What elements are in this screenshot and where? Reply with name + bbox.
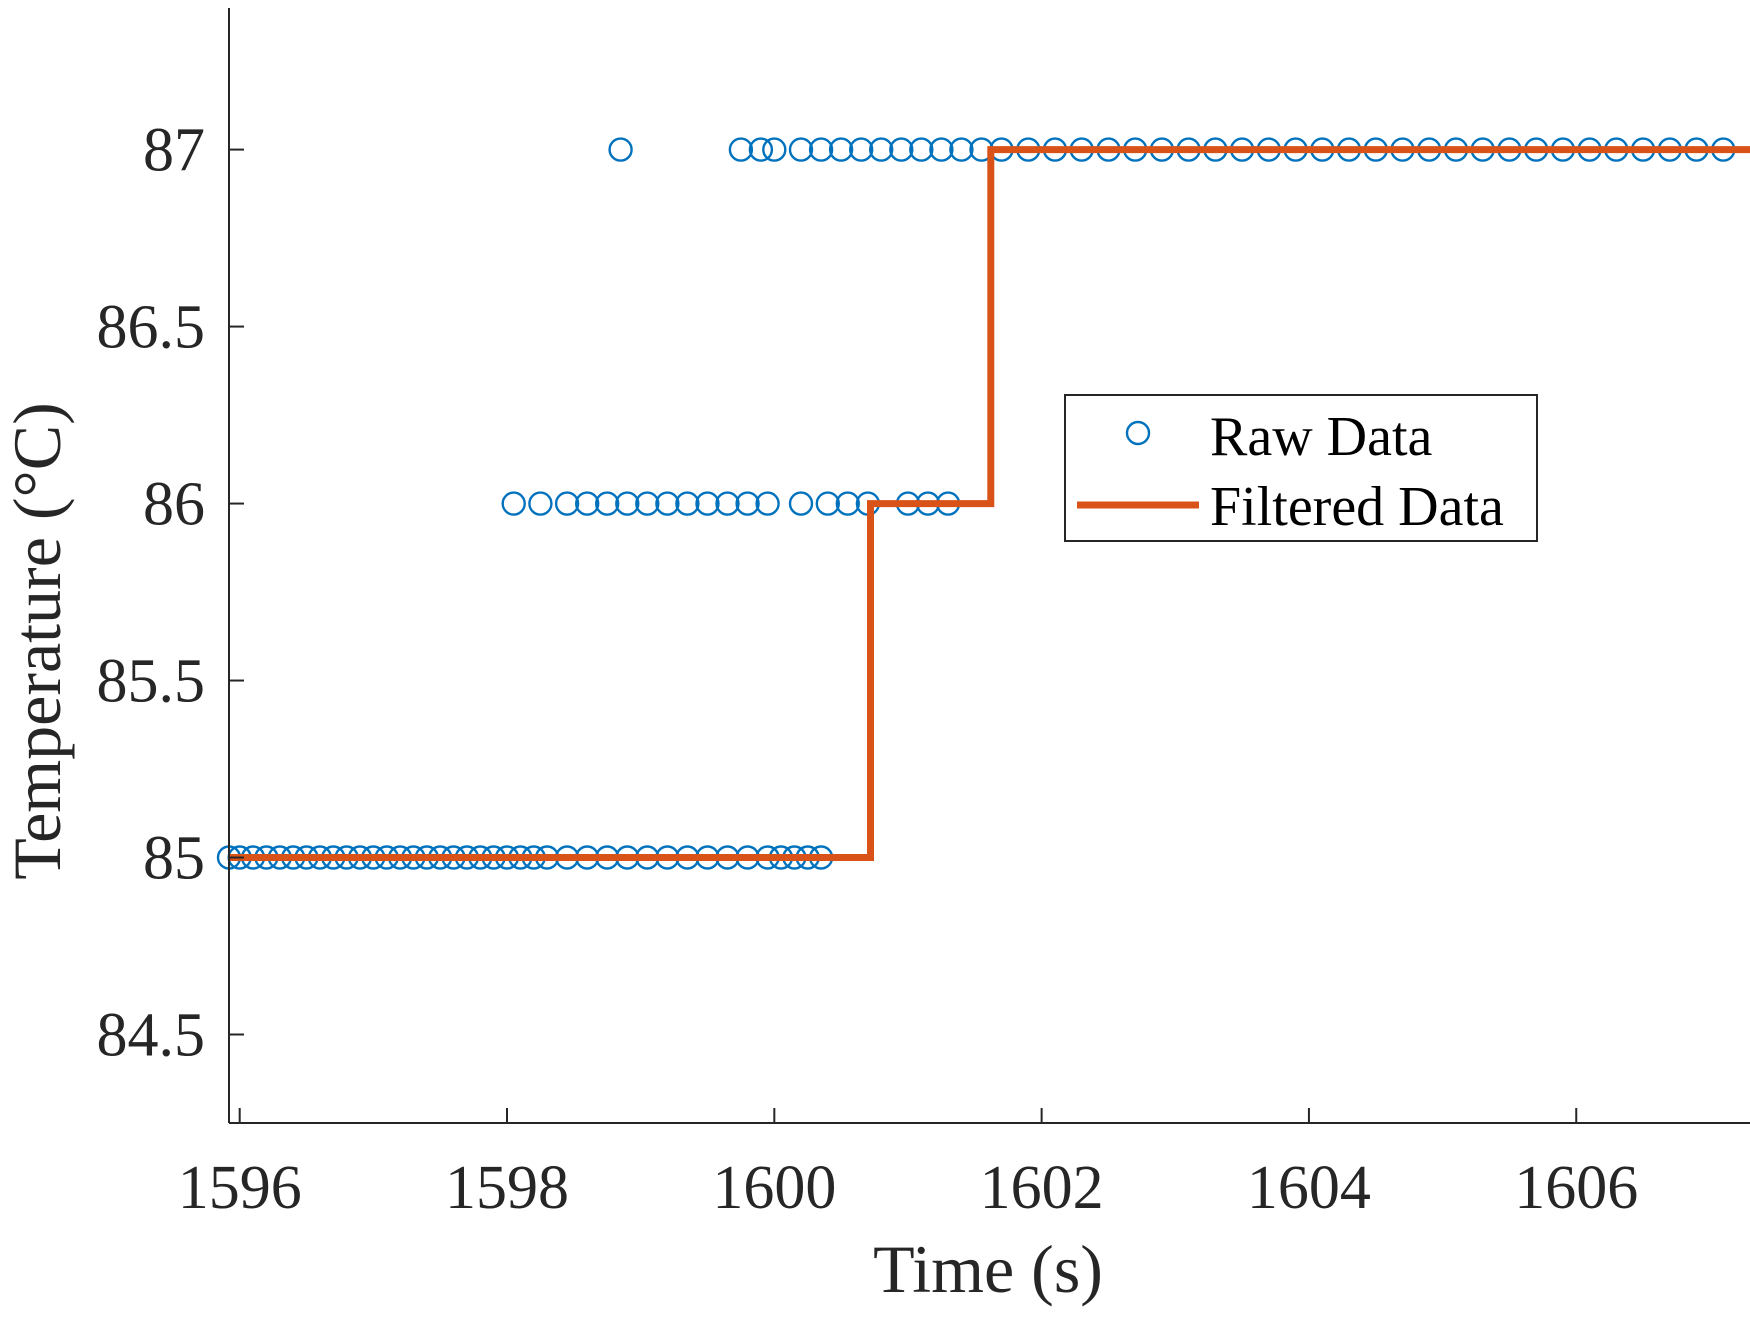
y-tick-label-1: 85 xyxy=(143,825,205,893)
raw-data-point-46 xyxy=(635,491,660,516)
legend: Raw Data Filtered Data xyxy=(1064,394,1538,542)
raw-data-point-65 xyxy=(808,137,834,162)
raw-data-point-50 xyxy=(715,491,740,516)
raw-data-point-68 xyxy=(869,137,894,162)
x-tick-label-0: 1596 xyxy=(178,1154,302,1222)
plot-marks xyxy=(216,137,1750,870)
legend-label-raw-data: Raw Data xyxy=(1210,406,1433,468)
raw-data-point-61 xyxy=(728,137,754,162)
raw-data-point-71 xyxy=(929,137,954,162)
raw-data-point-40 xyxy=(501,491,526,516)
raw-data-point-63 xyxy=(762,137,787,162)
raw-data-point-55 xyxy=(835,491,860,516)
raw-data-point-48 xyxy=(675,491,700,516)
legend-box xyxy=(1064,394,1538,542)
raw-data-point-42 xyxy=(554,491,580,516)
raw-data-point-44 xyxy=(595,491,620,516)
y-tick-label-2: 85.5 xyxy=(97,648,206,716)
raw-data-point-69 xyxy=(889,137,914,162)
legend-marker-raw-data xyxy=(1125,420,1151,446)
y-axis-label: Temperature (°C) xyxy=(0,402,75,879)
x-tick-label-3: 1602 xyxy=(980,1154,1104,1222)
raw-data-point-62 xyxy=(748,137,774,162)
axes xyxy=(228,8,1750,1124)
raw-data-point-51 xyxy=(735,491,760,516)
filtered-data-line xyxy=(229,146,1750,861)
x-tick-label-4: 1604 xyxy=(1247,1154,1371,1222)
x-axis-label: Time (s) xyxy=(873,1231,1103,1307)
raw-data-point-64 xyxy=(788,137,814,162)
raw-data-point-45 xyxy=(615,491,640,516)
ticks: 1596 1598 1600 1602 1604 1606 84.5 85 85.5 86 86.5… xyxy=(97,117,1639,1222)
raw-data-point-67 xyxy=(849,137,874,162)
raw-data-point-41 xyxy=(528,491,553,516)
raw-data-point-53 xyxy=(788,491,814,516)
raw-data-point-47 xyxy=(655,491,680,516)
raw-data-point-43 xyxy=(575,491,600,516)
legend-label-filtered-data: Filtered Data xyxy=(1210,476,1504,538)
raw-data-point-49 xyxy=(695,491,720,516)
y-tick-label-0: 84.5 xyxy=(97,1002,206,1070)
raw-data-point-66 xyxy=(828,137,854,162)
y-tick-label-5: 87 xyxy=(143,117,205,185)
raw-data-point-54 xyxy=(815,491,840,516)
y-tick-label-4: 86.5 xyxy=(97,294,206,362)
raw-data-point-60 xyxy=(608,137,633,162)
raw-data-point-70 xyxy=(909,137,934,162)
x-tick-label-2: 1600 xyxy=(712,1154,836,1222)
y-tick-label-3: 86 xyxy=(143,471,205,539)
raw-data-point-52 xyxy=(755,491,780,516)
x-tick-label-5: 1606 xyxy=(1514,1154,1638,1222)
x-tick-label-1: 1598 xyxy=(445,1154,569,1222)
raw-data-point-72 xyxy=(949,137,974,162)
